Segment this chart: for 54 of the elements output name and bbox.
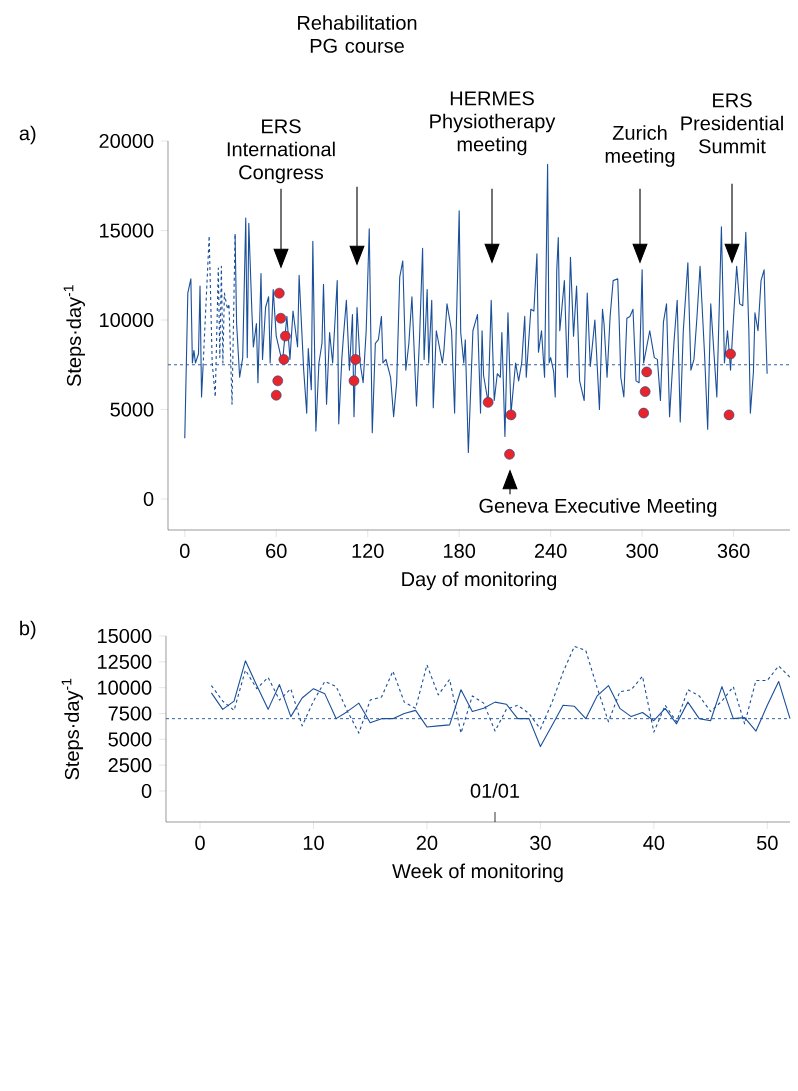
y-axis-title: Steps·day$^{-1}$	[63, 285, 86, 387]
point	[505, 409, 517, 421]
point	[483, 397, 494, 408]
x-tick-label: 180	[444, 543, 476, 559]
y-tick-label: 2500	[108, 758, 152, 773]
annotation: 01/01	[471, 783, 520, 798]
x-tick-label: 0	[195, 835, 206, 851]
x-tick-label: 120	[352, 543, 384, 559]
y-tick-label: 15000	[100, 223, 154, 238]
x-tick-label: 0	[180, 543, 190, 559]
annotation: HERMES Physiotherapy meeting	[430, 91, 556, 156]
x-tick-label: 300	[626, 543, 659, 559]
annotation: Geneva Executive Meeting	[479, 498, 717, 517]
point	[275, 312, 287, 324]
x-tick-label: 50	[757, 835, 778, 851]
x-tick-label: 10	[304, 835, 325, 851]
point	[348, 375, 360, 387]
point	[504, 448, 516, 460]
point	[280, 330, 291, 342]
text: Rehabilitation PG course	[298, 15, 417, 53]
y-tick-label: 12500	[98, 654, 152, 669]
y-tick-label: 20000	[99, 133, 154, 149]
annotation: Zurich meeting	[606, 125, 675, 167]
x-tick-label: 30	[530, 835, 551, 851]
x-tick-label: 20	[417, 835, 438, 851]
y-tick-label: 7500	[108, 706, 152, 721]
x-axis-title: Week of monitoring	[392, 863, 563, 883]
y-axis-title: Steps·day$^{-1}$	[61, 678, 84, 780]
point	[638, 407, 650, 419]
chart-title: a)	[19, 125, 36, 145]
y-tick-label: 10000	[100, 312, 154, 328]
y-tick-label: 10000	[98, 680, 152, 695]
point	[723, 409, 735, 421]
x-tick-label: 40	[643, 835, 665, 851]
point	[641, 366, 653, 378]
x-axis-title: Day of monitoring	[402, 571, 557, 591]
annotation: ERS International Congress	[228, 119, 335, 184]
x-tick-label: 60	[266, 543, 287, 559]
y-tick-label: 5000	[110, 402, 154, 417]
point	[278, 354, 290, 365]
x-tick-label: 360	[717, 543, 750, 559]
y-tick-label: 5000	[108, 732, 152, 747]
chart-title: b)	[20, 620, 36, 640]
y-tick-label: 0	[142, 783, 152, 799]
annotation: ERS Presidential Summit	[681, 93, 784, 154]
point	[640, 386, 651, 397]
point	[274, 287, 285, 299]
point	[271, 389, 282, 401]
y-tick-label: 0	[144, 491, 154, 507]
y-tick-label: 15000	[98, 628, 152, 644]
x-tick-label: 240	[535, 543, 567, 559]
point	[725, 348, 737, 360]
point	[272, 375, 284, 387]
point	[350, 354, 362, 365]
